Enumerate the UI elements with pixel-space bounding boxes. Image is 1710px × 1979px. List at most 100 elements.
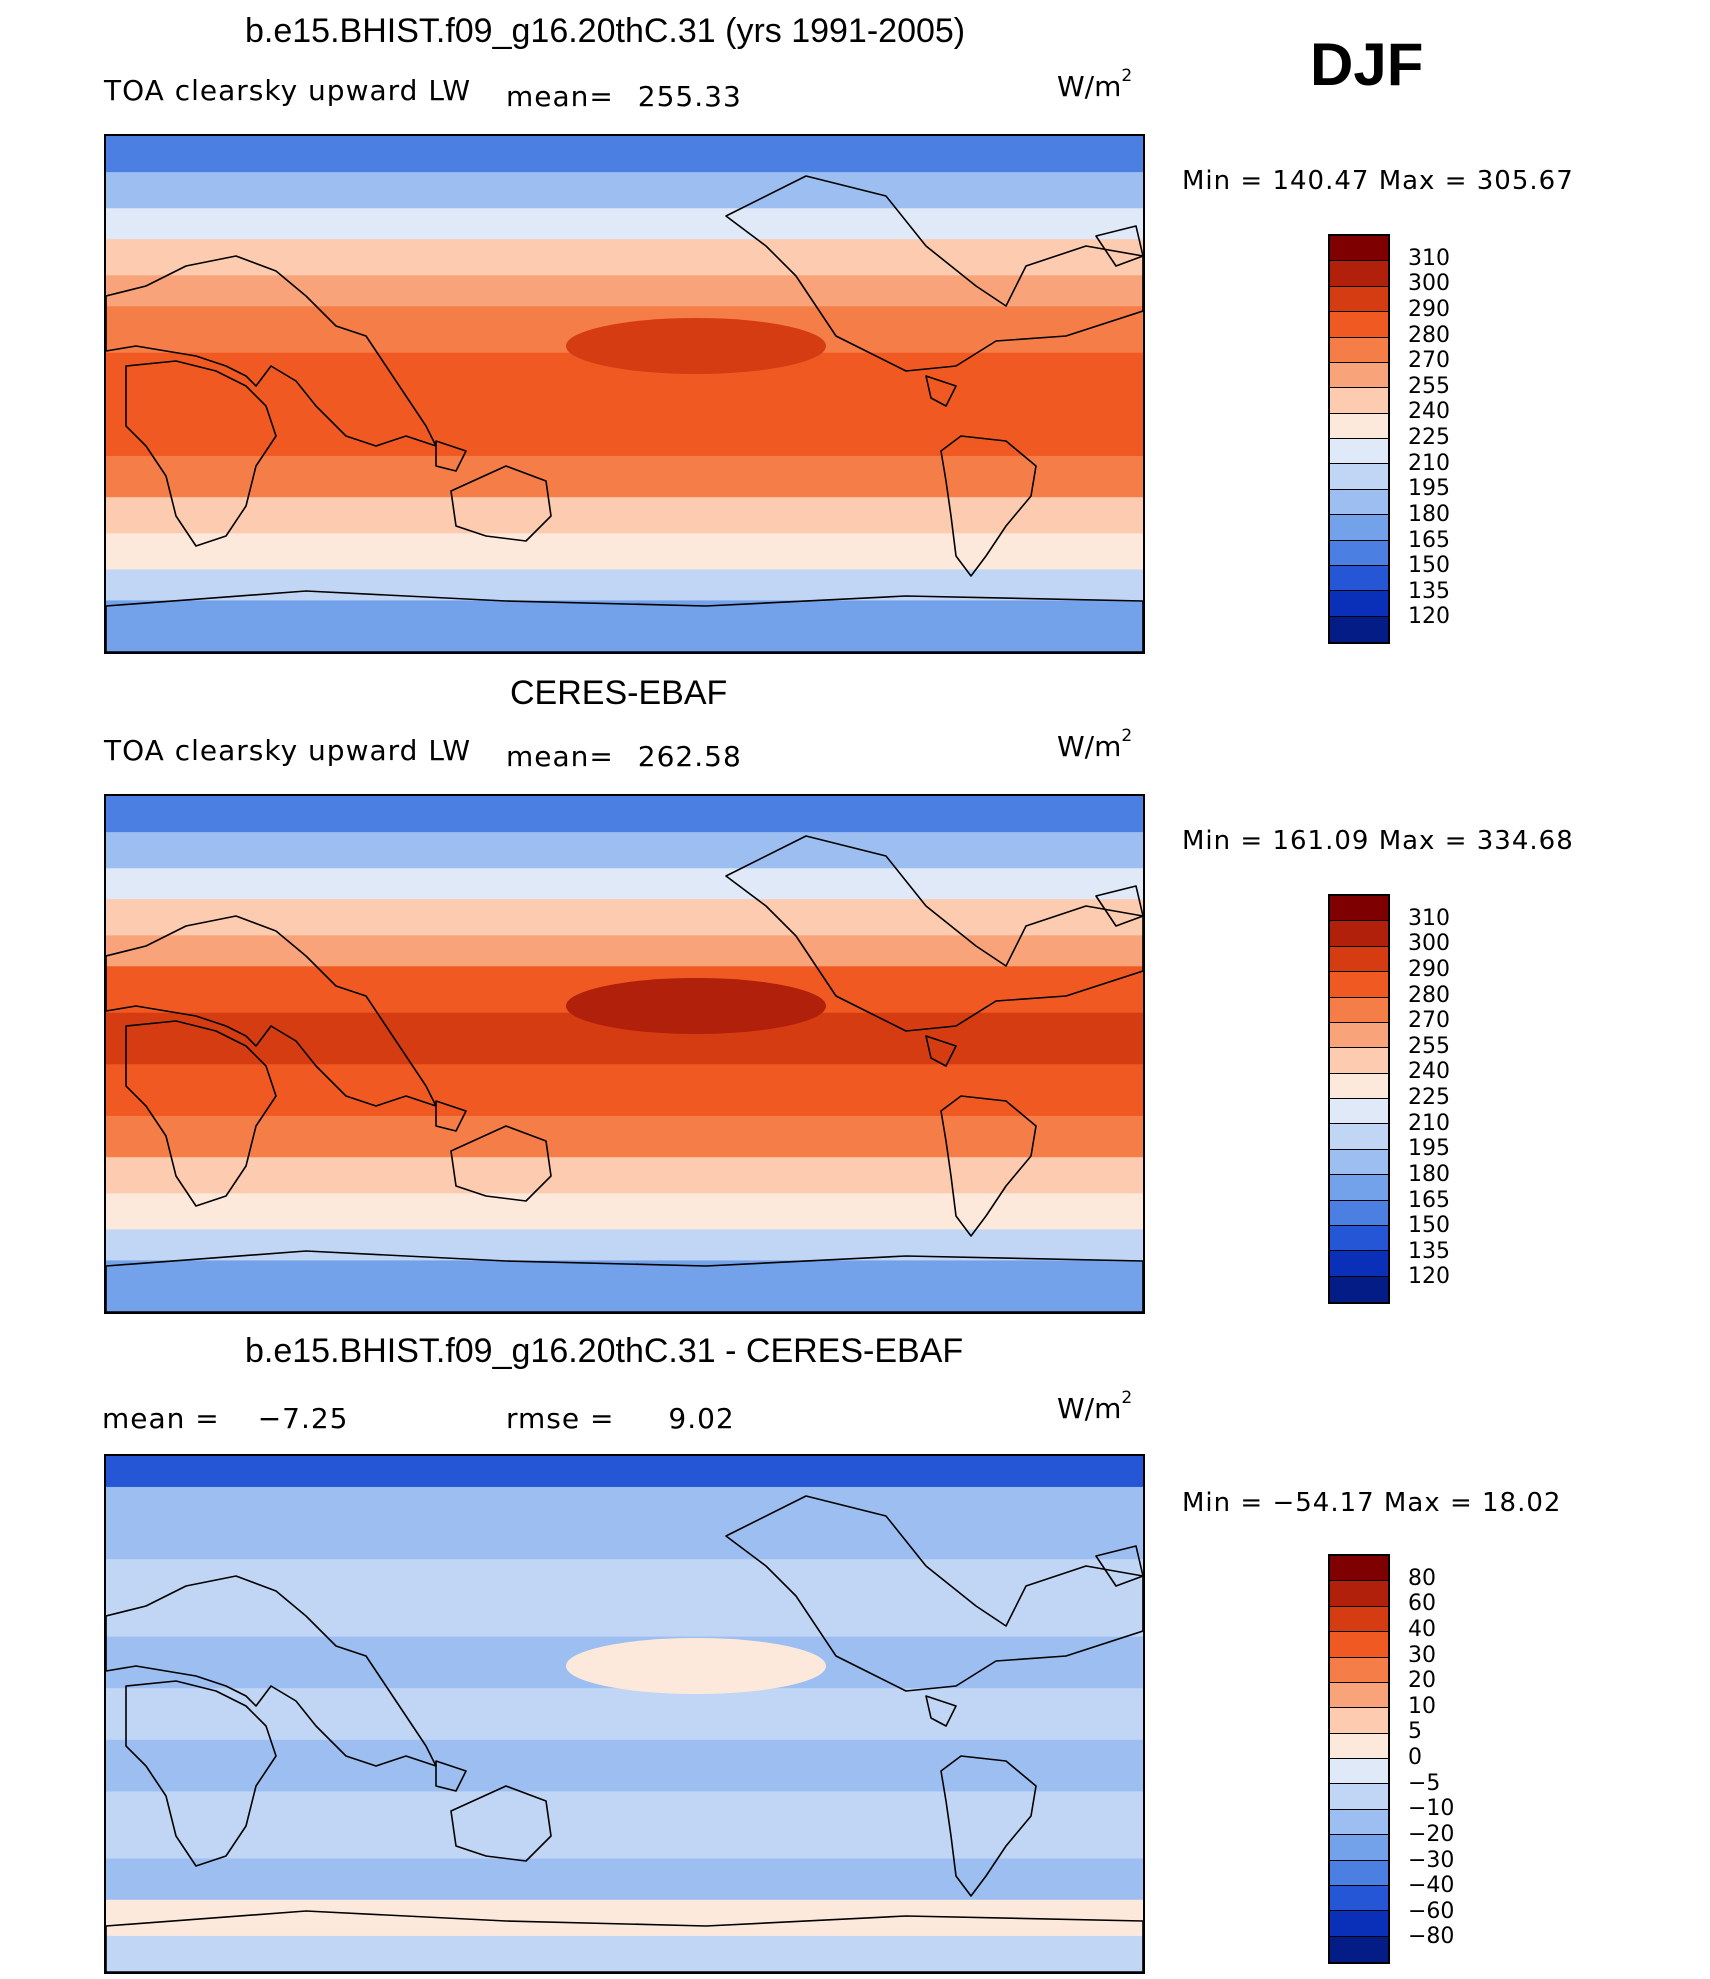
colorbar-tick-label: 30 bbox=[1408, 1642, 1436, 1668]
colorbar-swatch bbox=[1330, 439, 1388, 465]
latitude-band bbox=[106, 1559, 1143, 1638]
colorbar-swatch bbox=[1330, 1784, 1388, 1810]
panel-1-title: b.e15.BHIST.f09_g16.20thC.31 (yrs 1991-2… bbox=[245, 12, 966, 50]
colorbar-tick-label: 255 bbox=[1408, 373, 1450, 399]
latitude-band bbox=[106, 796, 1143, 834]
panel-1-minmax: Min = 140.47 Max = 305.67 bbox=[1182, 166, 1574, 196]
latitude-band bbox=[106, 208, 1143, 241]
colorbar-tick-label: 10 bbox=[1408, 1693, 1436, 1719]
colorbar-swatch bbox=[1330, 1911, 1388, 1937]
colorbar-tick-label: 240 bbox=[1408, 399, 1450, 425]
colorbar-tick-label: 225 bbox=[1408, 1085, 1450, 1110]
latitude-band bbox=[106, 533, 1143, 571]
colorbar-swatch bbox=[1330, 1073, 1388, 1099]
latitude-band bbox=[106, 136, 1143, 174]
latitude-band bbox=[106, 1899, 1143, 1937]
colorbar-tick-label: 180 bbox=[1408, 501, 1450, 527]
colorbar-swatch bbox=[1330, 1022, 1388, 1049]
panel-1-map bbox=[104, 134, 1145, 654]
colorbar-tick-label: 150 bbox=[1408, 553, 1450, 579]
latitude-band bbox=[106, 1157, 1143, 1195]
coastline bbox=[106, 1575, 437, 1767]
coastline bbox=[925, 1695, 957, 1727]
coastline bbox=[435, 1760, 467, 1792]
colorbar-swatch bbox=[1330, 312, 1388, 338]
coastline bbox=[725, 835, 1143, 1032]
latitude-band bbox=[106, 497, 1143, 535]
colorbar-swatch bbox=[1330, 1835, 1388, 1861]
warm-pool-region bbox=[566, 318, 826, 374]
colorbar-tick-label: 165 bbox=[1408, 1187, 1450, 1213]
colorbar-swatch bbox=[1330, 972, 1388, 998]
panel-3-mean-label: mean = bbox=[102, 1402, 220, 1435]
colorbar-tick-label: 255 bbox=[1408, 1033, 1450, 1059]
coastline bbox=[1095, 1545, 1143, 1587]
coastline bbox=[725, 1495, 1143, 1692]
colorbar-tick-label: 5 bbox=[1408, 1719, 1422, 1745]
coastline bbox=[125, 1680, 277, 1867]
colorbar-swatch bbox=[1330, 1149, 1388, 1176]
colorbar-swatch bbox=[1330, 362, 1388, 389]
coastline bbox=[450, 465, 552, 542]
colorbar-swatch bbox=[1330, 286, 1388, 313]
latitude-band bbox=[106, 404, 1143, 457]
panel-1-units: W/m2 bbox=[1057, 66, 1133, 103]
coastline bbox=[450, 1125, 552, 1202]
colorbar-tick-label: −80 bbox=[1408, 1924, 1455, 1950]
latitude-band bbox=[106, 1858, 1143, 1901]
colorbar-swatch bbox=[1330, 1276, 1388, 1302]
colorbar-tick-label: 300 bbox=[1408, 271, 1450, 297]
warm-pool-region bbox=[566, 978, 826, 1034]
panel-2-mean: mean= 262.58 bbox=[506, 740, 742, 773]
colorbar-tick-label: 0 bbox=[1408, 1745, 1422, 1770]
colorbar-swatch bbox=[1330, 1682, 1388, 1709]
colorbar-swatch bbox=[1330, 1885, 1388, 1912]
map-canvas bbox=[106, 136, 1143, 652]
colorbar-swatch bbox=[1330, 1048, 1388, 1074]
panel-2-units: W/m2 bbox=[1057, 726, 1133, 763]
colorbar-tick-label: 290 bbox=[1408, 296, 1450, 322]
colorbar-swatch bbox=[1330, 1556, 1388, 1582]
panel-3-units: W/m2 bbox=[1057, 1388, 1133, 1425]
coastline bbox=[940, 1095, 1037, 1237]
colorbar-swatch bbox=[1330, 413, 1388, 439]
latitude-band bbox=[106, 899, 1143, 937]
colorbar-swatch bbox=[1330, 1632, 1388, 1658]
colorbar-swatch bbox=[1330, 1200, 1388, 1226]
coastline bbox=[1095, 885, 1143, 927]
latitude-band bbox=[106, 275, 1143, 308]
latitude-band bbox=[106, 1739, 1143, 1793]
colorbar-swatch bbox=[1330, 489, 1388, 516]
coastline bbox=[925, 1035, 957, 1067]
colorbar-swatch bbox=[1330, 388, 1388, 414]
latitude-band bbox=[106, 1115, 1143, 1159]
coastline bbox=[1095, 225, 1143, 267]
colorbar-tick-label: 310 bbox=[1408, 245, 1450, 271]
panel-3-map bbox=[104, 1454, 1145, 1974]
coastline bbox=[940, 1755, 1037, 1897]
coastline bbox=[725, 175, 1143, 372]
colorbar-tick-label: 310 bbox=[1408, 905, 1450, 931]
panel-2-minmax: Min = 161.09 Max = 334.68 bbox=[1182, 826, 1574, 856]
colorbar-tick-label: −5 bbox=[1408, 1770, 1441, 1796]
colorbar-tick-label: 165 bbox=[1408, 527, 1450, 553]
colorbar-tick-label: 225 bbox=[1408, 425, 1450, 450]
colorbar-tick-label: −30 bbox=[1408, 1847, 1455, 1873]
panel-2-variable-label: TOA clearsky upward LW bbox=[104, 734, 472, 767]
colorbar-tick-label: 150 bbox=[1408, 1213, 1450, 1239]
colorbar-tick-label: 210 bbox=[1408, 450, 1450, 476]
panel-3-colorbar bbox=[1328, 1554, 1390, 1964]
colorbar-swatch bbox=[1330, 337, 1388, 363]
colorbar-tick-label: 80 bbox=[1408, 1565, 1436, 1591]
season-label: DJF bbox=[1310, 31, 1424, 98]
latitude-band bbox=[106, 455, 1143, 499]
coastline bbox=[106, 255, 437, 447]
colorbar-tick-label: 300 bbox=[1408, 931, 1450, 957]
colorbar-tick-label: 195 bbox=[1408, 1136, 1450, 1162]
colorbar-swatch bbox=[1330, 1733, 1388, 1759]
coastline bbox=[125, 1020, 277, 1207]
coastline bbox=[106, 1910, 1143, 1972]
colorbar-swatch bbox=[1330, 1251, 1388, 1277]
panel-3-rmse-label: rmse = bbox=[506, 1402, 615, 1435]
colorbar-swatch bbox=[1330, 1860, 1388, 1886]
